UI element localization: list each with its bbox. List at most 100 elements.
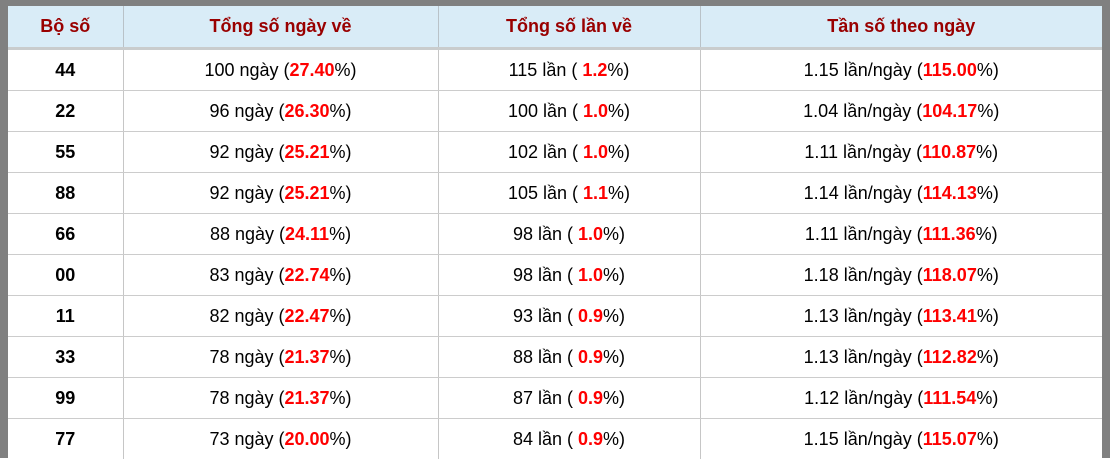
days-suffix: %)	[330, 142, 352, 162]
days-suffix: %)	[330, 388, 352, 408]
days-text: 92 ngày (	[209, 142, 284, 162]
pair-number-cell: 99	[8, 378, 123, 419]
total-days-cell: 96 ngày (26.30%)	[123, 91, 438, 132]
table-row: 99 78 ngày (21.37%) 87 lần ( 0.9%) 1.12 …	[8, 378, 1102, 419]
times-text: 100 lần (	[508, 101, 583, 121]
frequency-suffix: %)	[976, 388, 998, 408]
days-suffix: %)	[335, 60, 357, 80]
column-header-total-days: Tổng số ngày về	[123, 6, 438, 49]
times-percent: 1.2	[582, 60, 607, 80]
times-percent: 1.1	[583, 183, 608, 203]
frequency-suffix: %)	[976, 224, 998, 244]
total-days-cell: 100 ngày (27.40%)	[123, 49, 438, 91]
total-times-cell: 115 lần ( 1.2%)	[438, 49, 700, 91]
frequency-suffix: %)	[977, 183, 999, 203]
days-percent: 25.21	[285, 142, 330, 162]
total-days-cell: 92 ngày (25.21%)	[123, 132, 438, 173]
frequency-suffix: %)	[977, 60, 999, 80]
frequency-cell: 1.15 lần/ngày (115.00%)	[700, 49, 1102, 91]
days-text: 83 ngày (	[209, 265, 284, 285]
frequency-percent: 104.17	[922, 101, 977, 121]
table-row: 77 73 ngày (20.00%) 84 lần ( 0.9%) 1.15 …	[8, 419, 1102, 459]
frequency-cell: 1.13 lần/ngày (113.41%)	[700, 296, 1102, 337]
days-text: 82 ngày (	[209, 306, 284, 326]
frequency-suffix: %)	[977, 429, 999, 449]
pair-number-cell: 55	[8, 132, 123, 173]
total-times-cell: 102 lần ( 1.0%)	[438, 132, 700, 173]
frequency-cell: 1.18 lần/ngày (118.07%)	[700, 255, 1102, 296]
frequency-cell: 1.13 lần/ngày (112.82%)	[700, 337, 1102, 378]
days-suffix: %)	[329, 224, 351, 244]
times-text: 105 lần (	[508, 183, 583, 203]
times-suffix: %)	[603, 265, 625, 285]
table-row: 00 83 ngày (22.74%) 98 lần ( 1.0%) 1.18 …	[8, 255, 1102, 296]
frequency-text: 1.15 lần/ngày (	[804, 429, 923, 449]
frequency-cell: 1.11 lần/ngày (111.36%)	[700, 214, 1102, 255]
frequency-text: 1.13 lần/ngày (	[804, 347, 923, 367]
frequency-text: 1.12 lần/ngày (	[804, 388, 923, 408]
pair-number-cell: 11	[8, 296, 123, 337]
total-times-cell: 88 lần ( 0.9%)	[438, 337, 700, 378]
times-percent: 1.0	[583, 142, 608, 162]
frequency-percent: 118.07	[923, 265, 977, 285]
frequency-text: 1.15 lần/ngày (	[804, 60, 923, 80]
days-text: 88 ngày (	[210, 224, 285, 244]
table-body: 44 100 ngày (27.40%) 115 lần ( 1.2%) 1.1…	[8, 49, 1102, 459]
pair-number-cell: 33	[8, 337, 123, 378]
total-times-cell: 93 lần ( 0.9%)	[438, 296, 700, 337]
times-text: 98 lần (	[513, 224, 578, 244]
frequency-percent: 115.07	[923, 429, 977, 449]
table-row: 22 96 ngày (26.30%) 100 lần ( 1.0%) 1.04…	[8, 91, 1102, 132]
total-times-cell: 98 lần ( 1.0%)	[438, 214, 700, 255]
table-row: 88 92 ngày (25.21%) 105 lần ( 1.1%) 1.14…	[8, 173, 1102, 214]
days-suffix: %)	[330, 306, 352, 326]
pair-number-cell: 66	[8, 214, 123, 255]
frequency-cell: 1.11 lần/ngày (110.87%)	[700, 132, 1102, 173]
days-percent: 21.37	[285, 388, 330, 408]
total-days-cell: 83 ngày (22.74%)	[123, 255, 438, 296]
total-times-cell: 100 lần ( 1.0%)	[438, 91, 700, 132]
days-text: 96 ngày (	[209, 101, 284, 121]
times-suffix: %)	[603, 306, 625, 326]
frequency-suffix: %)	[977, 101, 999, 121]
days-suffix: %)	[330, 429, 352, 449]
column-header-total-times: Tổng số lần về	[438, 6, 700, 49]
times-suffix: %)	[603, 388, 625, 408]
total-days-cell: 82 ngày (22.47%)	[123, 296, 438, 337]
total-times-cell: 98 lần ( 1.0%)	[438, 255, 700, 296]
times-text: 93 lần (	[513, 306, 578, 326]
times-suffix: %)	[608, 183, 630, 203]
frequency-text: 1.14 lần/ngày (	[804, 183, 923, 203]
days-text: 73 ngày (	[209, 429, 284, 449]
table-row: 11 82 ngày (22.47%) 93 lần ( 0.9%) 1.13 …	[8, 296, 1102, 337]
frequency-percent: 111.54	[923, 388, 976, 408]
total-days-cell: 88 ngày (24.11%)	[123, 214, 438, 255]
days-text: 100 ngày (	[204, 60, 289, 80]
times-text: 115 lần (	[509, 60, 583, 80]
frequency-cell: 1.12 lần/ngày (111.54%)	[700, 378, 1102, 419]
total-days-cell: 73 ngày (20.00%)	[123, 419, 438, 459]
frequency-percent: 113.41	[923, 306, 977, 326]
times-percent: 1.0	[578, 224, 603, 244]
frequency-percent: 111.36	[923, 224, 976, 244]
pair-number-cell: 22	[8, 91, 123, 132]
pair-number-cell: 00	[8, 255, 123, 296]
frequency-suffix: %)	[977, 265, 999, 285]
frequency-cell: 1.15 lần/ngày (115.07%)	[700, 419, 1102, 459]
total-days-cell: 78 ngày (21.37%)	[123, 337, 438, 378]
times-suffix: %)	[607, 60, 629, 80]
frequency-cell: 1.04 lần/ngày (104.17%)	[700, 91, 1102, 132]
frequency-suffix: %)	[976, 142, 998, 162]
days-percent: 26.30	[285, 101, 330, 121]
total-times-cell: 87 lần ( 0.9%)	[438, 378, 700, 419]
times-percent: 1.0	[583, 101, 608, 121]
times-text: 98 lần (	[513, 265, 578, 285]
pair-number-cell: 77	[8, 419, 123, 459]
frequency-percent: 115.00	[923, 60, 977, 80]
column-header-frequency: Tần số theo ngày	[700, 6, 1102, 49]
days-percent: 24.11	[285, 224, 329, 244]
frequency-suffix: %)	[977, 306, 999, 326]
frequency-suffix: %)	[977, 347, 999, 367]
times-text: 87 lần (	[513, 388, 578, 408]
